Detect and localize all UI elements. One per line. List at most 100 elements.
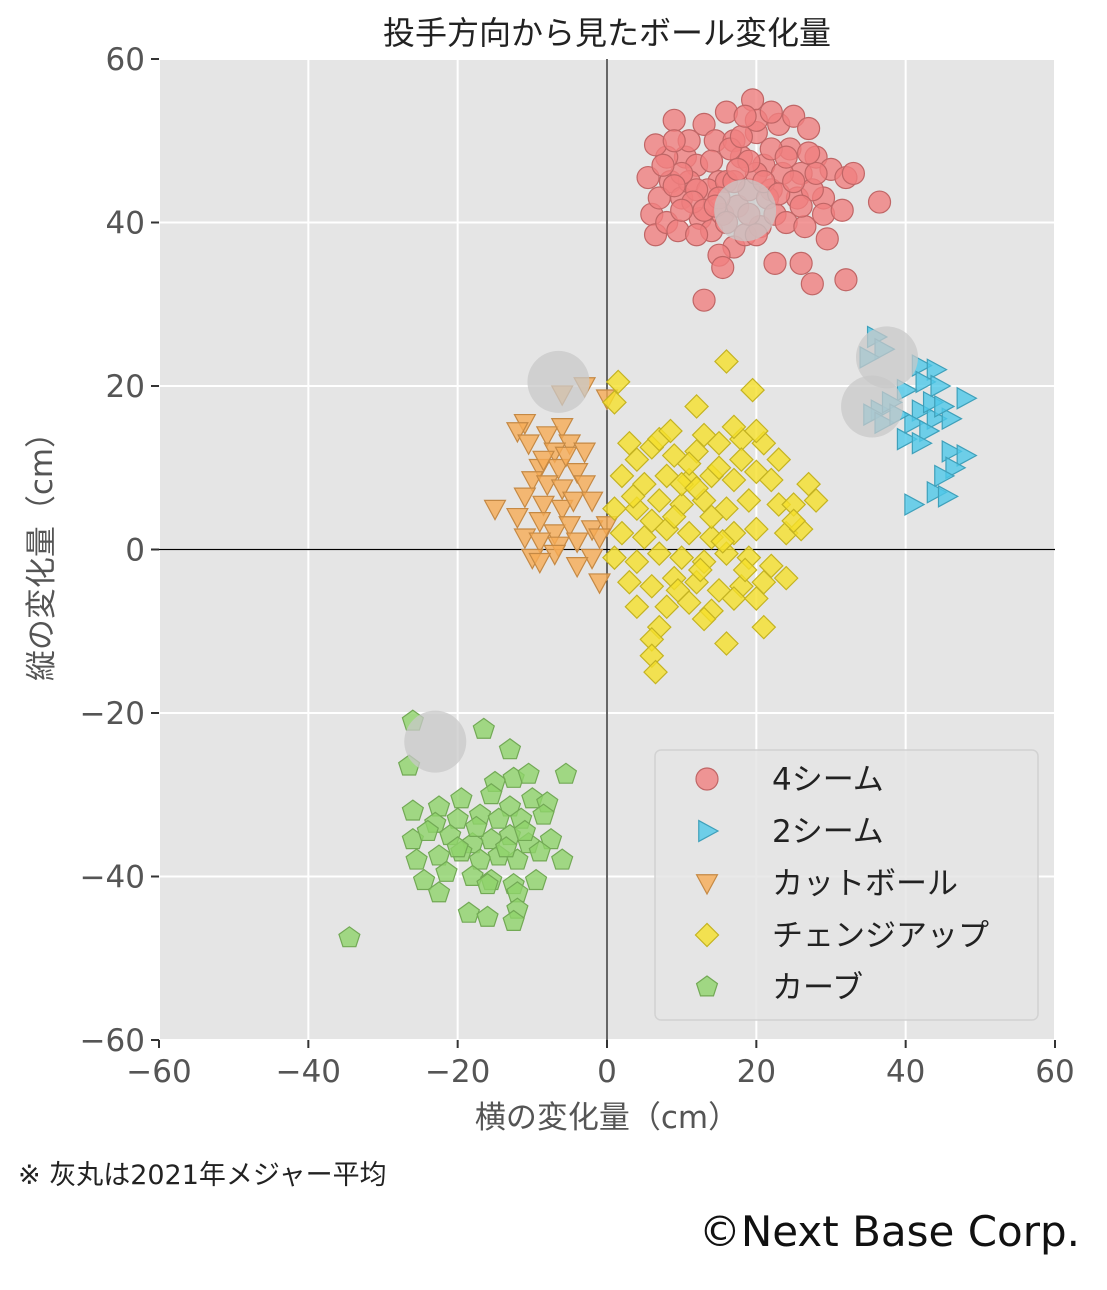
data-point — [706, 577, 732, 603]
data-point — [789, 194, 813, 218]
x-tick-label: −20 — [425, 1054, 490, 1090]
data-point — [476, 872, 499, 895]
data-point — [532, 450, 555, 472]
chart-title: 投手方向から見たボール変化量 — [383, 14, 831, 52]
data-point — [684, 223, 709, 247]
data-point — [502, 909, 525, 931]
data-point — [609, 463, 635, 489]
data-point — [834, 268, 858, 292]
data-point — [782, 170, 806, 194]
data-point — [714, 496, 739, 522]
legend-marker — [698, 819, 720, 843]
x-tick-label: 40 — [886, 1054, 925, 1090]
data-point — [602, 389, 627, 415]
data-point — [736, 488, 762, 513]
data-point — [803, 488, 829, 513]
data-point — [602, 545, 627, 571]
league-average-marker — [714, 179, 777, 242]
data-point — [646, 541, 672, 566]
data-point — [495, 836, 518, 858]
data-point — [609, 520, 635, 546]
data-point — [743, 516, 769, 542]
data-point — [934, 394, 956, 418]
data-point — [588, 528, 611, 550]
data-point — [565, 532, 589, 554]
legend-marker — [695, 975, 719, 997]
data-point — [561, 491, 585, 513]
data-point — [405, 848, 428, 870]
data-point — [800, 272, 824, 296]
data-point — [646, 488, 672, 513]
league-average-marker — [527, 350, 590, 413]
data-point — [796, 471, 821, 497]
data-point — [793, 214, 817, 239]
y-tick-label: 60 — [106, 42, 145, 78]
data-point — [919, 419, 941, 443]
data-point — [532, 803, 555, 825]
data-point — [639, 573, 665, 599]
data-point — [732, 557, 758, 583]
data-point — [435, 860, 458, 882]
x-axis-label: 横の変化量（cm） — [475, 1100, 739, 1136]
data-point — [930, 374, 952, 398]
x-tick-label: −60 — [126, 1054, 191, 1090]
data-point — [565, 556, 589, 579]
data-point — [483, 499, 507, 521]
x-tick-label: 0 — [597, 1054, 617, 1090]
data-point — [550, 479, 574, 501]
y-tick-label: 20 — [106, 369, 145, 405]
data-point — [487, 807, 510, 829]
data-point — [956, 386, 978, 410]
data-point — [692, 112, 716, 137]
series-4 — [602, 349, 829, 685]
data-point — [539, 827, 563, 850]
x-tick-label: −40 — [276, 1054, 341, 1090]
data-point — [774, 145, 798, 169]
data-point — [554, 762, 578, 784]
data-point — [945, 456, 967, 480]
data-point — [498, 795, 522, 817]
data-point — [654, 594, 680, 620]
y-tick-label: 0 — [125, 533, 145, 569]
data-point — [528, 840, 551, 862]
data-point — [636, 165, 660, 190]
data-point — [412, 868, 436, 891]
data-point — [684, 475, 709, 501]
data-point — [691, 422, 717, 448]
data-point — [743, 459, 769, 485]
data-point — [759, 100, 783, 124]
data-point — [670, 198, 694, 222]
data-point — [676, 520, 702, 546]
data-point — [922, 390, 945, 414]
league-average-marker — [841, 375, 904, 438]
data-point — [513, 819, 537, 842]
data-point — [551, 848, 574, 870]
data-point — [911, 431, 933, 455]
data-point — [558, 516, 582, 538]
data-point — [427, 844, 451, 866]
data-point — [915, 370, 937, 394]
data-point — [517, 434, 541, 456]
legend-marker — [695, 874, 719, 896]
data-point — [446, 807, 469, 829]
data-point — [691, 606, 717, 632]
data-point — [624, 447, 650, 472]
data-point — [676, 451, 702, 477]
data-point — [758, 467, 784, 493]
data-point — [643, 659, 668, 685]
league-average-marker — [856, 326, 918, 389]
data-point — [528, 552, 552, 575]
data-point — [472, 717, 495, 739]
data-point — [926, 480, 948, 504]
data-point — [446, 836, 469, 858]
data-point — [714, 349, 739, 374]
data-point — [796, 116, 821, 141]
data-point — [706, 455, 732, 481]
data-point — [639, 508, 665, 534]
data-point — [937, 484, 959, 508]
data-point — [620, 483, 646, 509]
legend-label: チェンジアップ — [772, 918, 989, 954]
data-point — [721, 414, 747, 440]
data-point — [934, 464, 956, 488]
data-point — [457, 901, 481, 923]
